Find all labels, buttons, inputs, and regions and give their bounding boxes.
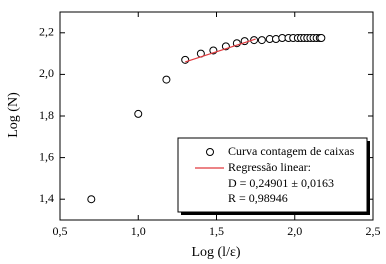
- x-axis-label: Log (l/ε): [191, 245, 240, 260]
- legend-marker: [206, 148, 214, 156]
- y-tick-label: 1,8: [39, 108, 54, 122]
- data-point: [257, 36, 266, 45]
- y-tick-label: 2,0: [39, 66, 54, 80]
- y-tick-label: 1,6: [39, 149, 54, 163]
- data-point: [87, 195, 96, 204]
- y-tick-label: 2,2: [39, 25, 54, 39]
- legend-label: Curva contagem de caixas: [228, 144, 355, 158]
- legend-note: D = 0,24901 ± 0,0163: [228, 176, 334, 190]
- legend-note: R = 0,98946: [228, 191, 288, 205]
- x-tick-label: 1,5: [209, 224, 224, 238]
- data-point: [162, 75, 171, 84]
- x-tick-label: 1,0: [131, 224, 146, 238]
- regression-line: [185, 38, 256, 63]
- y-axis-label: Log (N): [6, 92, 21, 138]
- data-point: [317, 34, 326, 42]
- x-tick-label: 2,5: [366, 224, 381, 238]
- x-tick-label: 0,5: [53, 224, 68, 238]
- y-tick-label: 1,4: [39, 191, 54, 205]
- data-point: [181, 55, 190, 64]
- data-point: [134, 109, 143, 118]
- x-tick-label: 2,0: [287, 224, 302, 238]
- legend-label: Regressão linear:: [228, 160, 311, 174]
